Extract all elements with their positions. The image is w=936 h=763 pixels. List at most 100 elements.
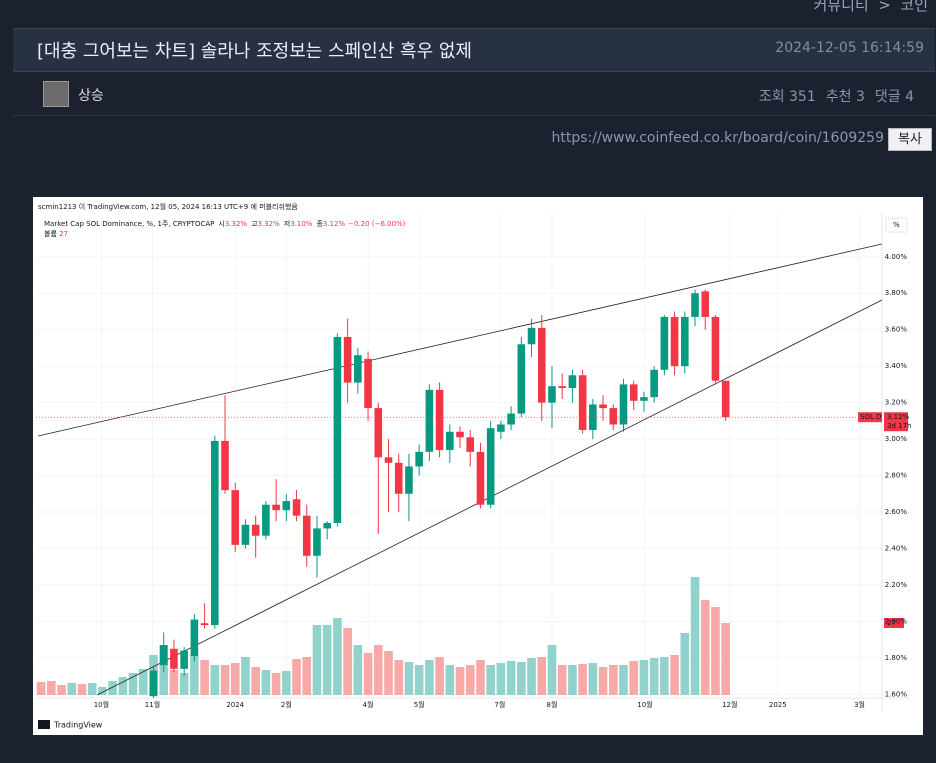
volume-bar bbox=[138, 669, 148, 695]
post-title: [대충 그어보는 차트] 솔라나 조정보는 스페인산 흑우 없제 bbox=[37, 41, 472, 62]
volume-bar bbox=[210, 665, 220, 695]
publish-note: scmin1213 이 TradingView.com, 12월 05, 202… bbox=[38, 202, 298, 211]
volume-bar bbox=[261, 670, 271, 695]
candle-body bbox=[629, 384, 638, 401]
post-date: 2024-12-05 16:14:59 bbox=[775, 40, 924, 56]
volume-bar bbox=[486, 665, 495, 695]
candle-body bbox=[435, 389, 444, 451]
author[interactable]: 상승 bbox=[78, 88, 104, 104]
volume-bar bbox=[588, 663, 598, 695]
legend-value: 3.32% bbox=[225, 220, 248, 228]
volume-bar bbox=[230, 663, 240, 695]
candle-body bbox=[497, 424, 505, 432]
chart-title: Market Cap SOL Dominance, %, 1주, CRYPTOC… bbox=[44, 220, 214, 228]
candle-body bbox=[507, 413, 515, 425]
x-tick-label: 2025 bbox=[769, 701, 787, 709]
volume-bar bbox=[190, 655, 199, 695]
volume-bar bbox=[578, 664, 587, 695]
unit-button[interactable] bbox=[885, 217, 908, 233]
volume-bar bbox=[639, 660, 649, 695]
legend-key: 시 bbox=[218, 220, 224, 228]
volume-bar bbox=[77, 684, 87, 695]
symbol-box bbox=[858, 412, 882, 423]
volume-bar bbox=[67, 683, 77, 695]
candle-body bbox=[231, 490, 240, 545]
volume-bar bbox=[649, 658, 659, 695]
candle-body bbox=[548, 386, 556, 403]
y-tick-label: 3.40% bbox=[885, 362, 908, 370]
legend-value: 3.32% bbox=[258, 220, 281, 228]
countdown: 3d 17h bbox=[887, 422, 911, 430]
x-tick-label: 3월 bbox=[854, 700, 865, 709]
volume-bar bbox=[517, 662, 526, 695]
candle-body bbox=[466, 437, 475, 452]
crumb-link[interactable]: 코인 bbox=[900, 0, 928, 14]
stat: 추천 3 bbox=[825, 89, 865, 105]
post-url[interactable]: https://www.coinfeed.co.kr/board/coin/16… bbox=[551, 130, 885, 146]
volume-bar bbox=[128, 673, 138, 695]
y-tick-label: 3.80% bbox=[885, 289, 908, 297]
volume-legend: 볼륨 27 bbox=[44, 229, 68, 238]
unit-button-label[interactable]: % bbox=[893, 221, 900, 229]
volume-bar bbox=[36, 682, 46, 695]
volume-bar bbox=[414, 665, 424, 695]
candle-body bbox=[650, 369, 658, 398]
x-tick-label: 11월 bbox=[145, 700, 160, 709]
candle-body bbox=[721, 380, 730, 418]
volume-bar bbox=[363, 653, 373, 695]
volume-bar bbox=[394, 660, 404, 695]
volume-bar bbox=[547, 645, 557, 695]
candle-body bbox=[476, 451, 485, 505]
candle-body bbox=[425, 389, 434, 452]
volume-axis-label: 27 bbox=[887, 619, 896, 627]
candle-body bbox=[446, 431, 454, 451]
y-tick-label: 2.40% bbox=[885, 544, 908, 552]
y-tick-label: 3.00% bbox=[885, 435, 908, 443]
volume-bar bbox=[333, 618, 342, 695]
x-tick-label: 4월 bbox=[363, 700, 374, 709]
price-box bbox=[884, 412, 908, 432]
candle-body bbox=[221, 440, 229, 491]
y-tick-label: 3.60% bbox=[885, 326, 908, 334]
avatar[interactable] bbox=[43, 81, 69, 107]
copy-button[interactable]: 복사 bbox=[888, 128, 932, 151]
volume-bar bbox=[568, 665, 577, 695]
volume-bar bbox=[353, 645, 363, 695]
candle-body bbox=[323, 522, 331, 529]
candle-body bbox=[711, 316, 720, 381]
chart-image: scmin1213 이 TradingView.com, 12월 05, 202… bbox=[33, 197, 923, 735]
candle-body bbox=[517, 344, 526, 414]
candle-body bbox=[374, 408, 383, 458]
candle-body bbox=[190, 619, 199, 657]
y-tick-label: 2.20% bbox=[885, 581, 908, 589]
volume-bar bbox=[660, 657, 669, 695]
candle-body bbox=[211, 440, 219, 626]
volume-bar bbox=[312, 625, 322, 695]
legend-key: 고 bbox=[251, 220, 258, 228]
volume-bar bbox=[619, 665, 628, 695]
volume-bar bbox=[343, 628, 352, 695]
volume-bar bbox=[384, 651, 393, 695]
y-tick-label: 4.00% bbox=[885, 253, 908, 261]
legend-value: 3.10% bbox=[290, 220, 313, 228]
y-tick-label: 3.20% bbox=[885, 399, 908, 407]
candle-body bbox=[170, 648, 178, 669]
candle-body bbox=[640, 397, 648, 401]
y-tick-label: 2.60% bbox=[885, 508, 908, 516]
volume-bar bbox=[57, 685, 66, 695]
candle-body bbox=[619, 384, 628, 425]
candle-body bbox=[578, 375, 587, 430]
y-tick-label: 2.80% bbox=[885, 472, 908, 480]
logo: TradingView bbox=[53, 721, 103, 730]
volume-bar bbox=[98, 687, 107, 695]
x-tick-label: 12월 bbox=[722, 700, 737, 709]
volume-bar bbox=[527, 658, 536, 695]
volume-bar bbox=[87, 683, 97, 695]
candle-body bbox=[180, 650, 188, 669]
crumb-link[interactable]: 커뮤니티 bbox=[813, 0, 869, 14]
breadcrumb: 커뮤니티 > 코인 bbox=[814, 0, 928, 15]
candle-body bbox=[589, 404, 597, 430]
volume-bar bbox=[47, 681, 56, 695]
y-tick-label: 1.80% bbox=[885, 654, 908, 662]
